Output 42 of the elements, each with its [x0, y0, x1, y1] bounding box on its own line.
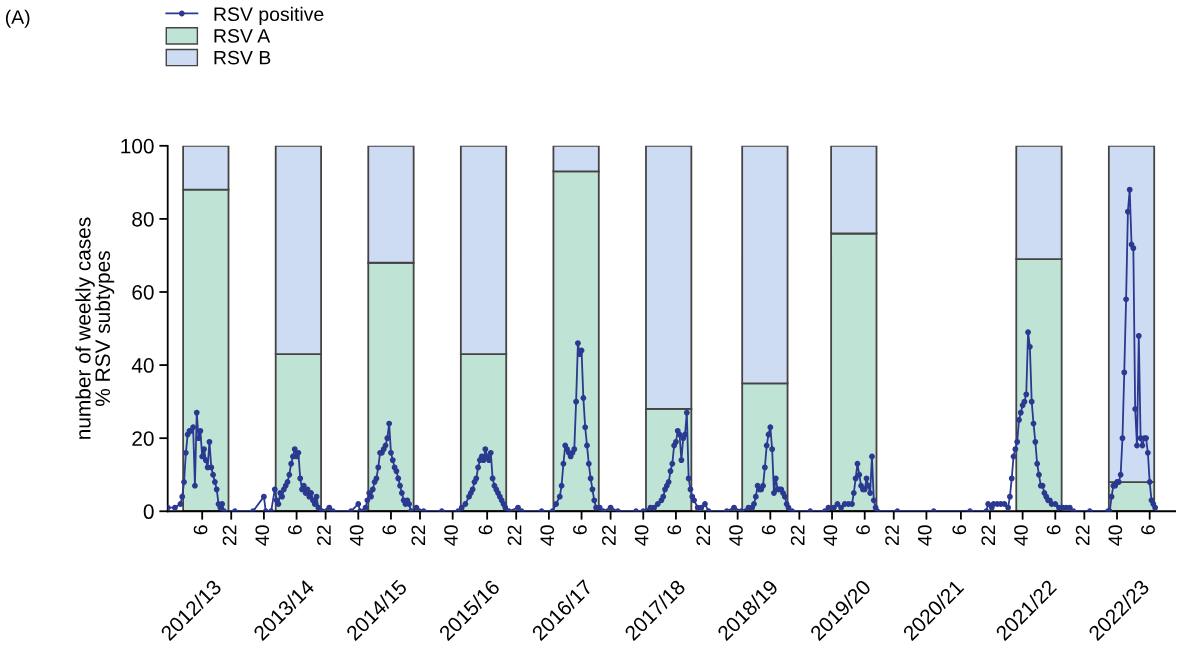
x-tick-label: 40: [540, 525, 555, 546]
x-tick-label: 40: [1014, 525, 1028, 546]
x-tick-label: 40: [634, 525, 649, 546]
y-tick-label: 100: [121, 138, 154, 154]
legend-label: RSV B: [214, 50, 271, 65]
x-tick-label: 22: [696, 525, 711, 546]
x-tick-label: 40: [349, 525, 364, 546]
chart-title: (A): [5, 9, 30, 28]
x-tick-label: 6: [1141, 525, 1155, 535]
legend-label: RSV A: [214, 29, 271, 43]
x-tick-label: 22: [411, 525, 426, 546]
x-tick-label: 40: [729, 525, 743, 546]
y-tick-label: 60: [132, 284, 154, 300]
x-tick-label: 40: [1108, 525, 1123, 546]
x-tick-label: 22: [790, 525, 805, 546]
x-tick-label: 6: [288, 525, 302, 535]
x-tick-label: 22: [222, 525, 237, 546]
legend-label: RSV positive: [214, 6, 324, 25]
x-tick-label: 6: [761, 525, 776, 535]
x-tick-label: 22: [602, 525, 616, 546]
y-tick-label: 20: [132, 431, 154, 446]
y-tick-label: 40: [131, 358, 154, 373]
y-tick-label: 80: [132, 211, 154, 227]
y-tick-label: 0: [143, 504, 154, 520]
x-tick-label: 40: [444, 525, 458, 546]
x-tick-label: 22: [981, 525, 995, 546]
x-tick-label: 6: [856, 525, 870, 535]
x-tick-label: 40: [255, 525, 270, 546]
x-tick-label: 6: [952, 525, 967, 535]
x-tick-label: 6: [1046, 525, 1061, 535]
x-tick-label: 6: [667, 525, 682, 535]
x-tick-label: 6: [573, 525, 587, 535]
x-tick-label: 22: [1075, 525, 1090, 546]
x-tick-label: 40: [917, 525, 932, 546]
x-tick-label: 22: [317, 525, 331, 546]
x-tick-label: 6: [382, 525, 397, 535]
x-tick-label: 6: [478, 525, 493, 535]
x-tick-label: 40: [823, 525, 838, 546]
x-tick-label: 6: [193, 525, 208, 535]
y-axis-title: number of weekly cases % RSV subtypes: [75, 217, 115, 439]
x-tick-label: 22: [507, 525, 522, 546]
x-tick-label: 22: [885, 525, 899, 546]
